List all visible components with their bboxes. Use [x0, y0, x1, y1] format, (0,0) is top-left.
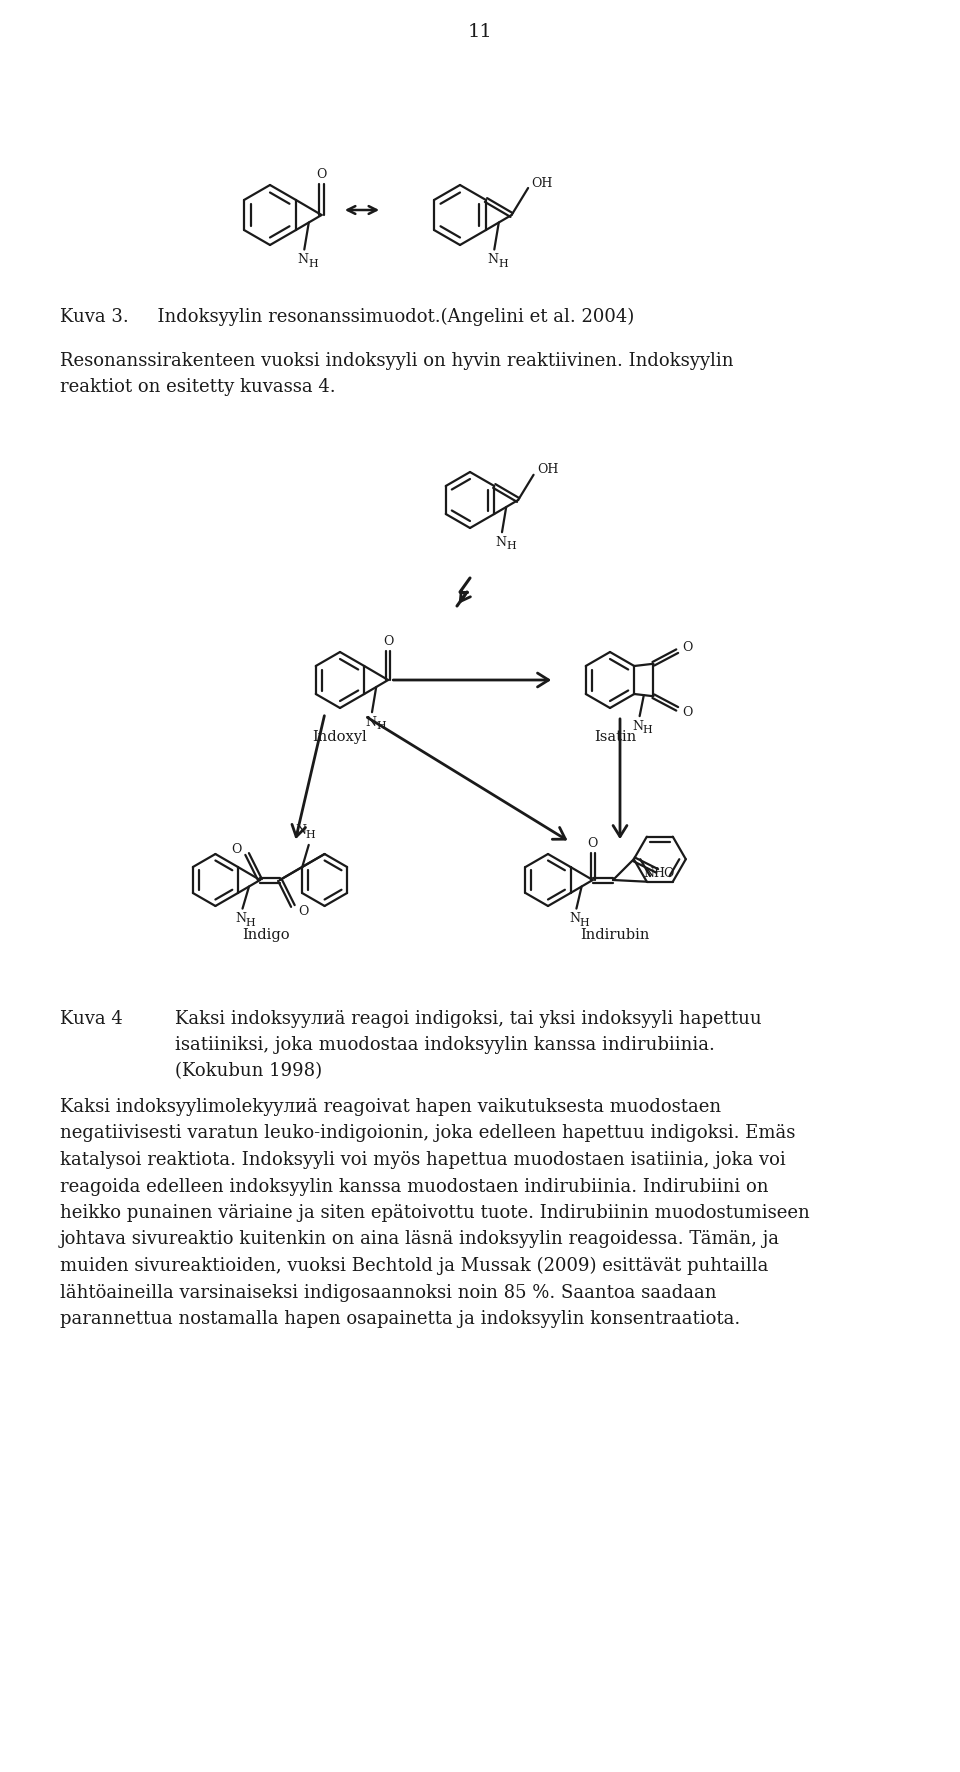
Text: Indirubin: Indirubin: [580, 929, 649, 943]
Text: OH: OH: [532, 177, 553, 190]
Text: N: N: [366, 716, 376, 728]
Text: NH: NH: [643, 867, 665, 879]
Text: Kuva 4: Kuva 4: [60, 1010, 123, 1028]
Text: H: H: [580, 918, 589, 927]
Text: reagoida edelleen indoksyylin kanssa muodostaen indirubiinia. Indirubiini on: reagoida edelleen indoksyylin kanssa muo…: [60, 1178, 769, 1196]
Text: heikko punainen väriaine ja siten epätoivottu tuote. Indirubiinin muodostumiseen: heikko punainen väriaine ja siten epätoi…: [60, 1203, 809, 1223]
Text: Kaksi indoksyyлиä reagoi indigoksi, tai yksi indoksyyli hapettuu: Kaksi indoksyyлиä reagoi indigoksi, tai …: [175, 1010, 761, 1028]
Text: H: H: [246, 918, 255, 927]
Text: N: N: [569, 913, 580, 925]
Text: H: H: [643, 725, 653, 735]
Text: O: O: [231, 842, 241, 856]
Text: Kaksi indoksyylimolekyyлиä reagoivat hapen vaikutuksesta muodostaen: Kaksi indoksyylimolekyyлиä reagoivat hap…: [60, 1099, 721, 1116]
Text: O: O: [299, 904, 309, 918]
Text: reaktiot on esitetty kuvassa 4.: reaktiot on esitetty kuvassa 4.: [60, 377, 336, 395]
Text: H: H: [506, 540, 516, 551]
Text: N: N: [495, 535, 507, 549]
Text: H: H: [306, 829, 316, 840]
Text: O: O: [588, 836, 598, 851]
Text: negatiivisesti varatun leuko-indigoionin, joka edelleen hapettuu indigoksi. Emäs: negatiivisesti varatun leuko-indigoionin…: [60, 1125, 796, 1143]
Text: Indoxyl: Indoxyl: [312, 730, 367, 744]
Text: Isatin: Isatin: [594, 730, 636, 744]
Text: 11: 11: [468, 23, 492, 41]
Text: N: N: [488, 253, 499, 266]
Text: katalysoi reaktiota. Indoksyyli voi myös hapettua muodostaen isatiinia, joka voi: katalysoi reaktiota. Indoksyyli voi myös…: [60, 1152, 785, 1170]
Text: lähtöaineilla varsinaiseksi indigosaannoksi noin 85 %. Saantoa saadaan: lähtöaineilla varsinaiseksi indigosaanno…: [60, 1283, 716, 1301]
Text: (Kokubun 1998): (Kokubun 1998): [175, 1061, 323, 1079]
Text: N: N: [235, 913, 246, 925]
Text: Indigo: Indigo: [242, 929, 290, 943]
Text: parannettua nostamalla hapen osapainetta ja indoksyylin konsentraatiota.: parannettua nostamalla hapen osapainetta…: [60, 1310, 740, 1327]
Text: Kuva 3.     Indoksyylin resonanssimuodot.(Angelini et al. 2004): Kuva 3. Indoksyylin resonanssimuodot.(An…: [60, 308, 635, 326]
Text: Resonanssirakenteen vuoksi indoksyyli on hyvin reaktiivinen. Indoksyylin: Resonanssirakenteen vuoksi indoksyyli on…: [60, 353, 733, 370]
Text: O: O: [663, 868, 673, 881]
Text: N: N: [632, 719, 643, 732]
Text: O: O: [682, 641, 692, 654]
Text: O: O: [383, 634, 394, 649]
Text: OH: OH: [537, 462, 559, 477]
Text: johtava sivureaktio kuitenkin on aina läsnä indoksyylin reagoidessa. Tämän, ja: johtava sivureaktio kuitenkin on aina lä…: [60, 1230, 780, 1249]
Text: O: O: [317, 168, 326, 181]
Text: H: H: [498, 259, 508, 269]
Text: isatiiniksi, joka muodostaa indoksyylin kanssa indirubiinia.: isatiiniksi, joka muodostaa indoksyylin …: [175, 1037, 715, 1054]
Text: O: O: [682, 707, 692, 719]
Text: H: H: [376, 721, 386, 732]
Text: H: H: [308, 259, 318, 269]
Text: N: N: [298, 253, 309, 266]
Text: N: N: [296, 824, 306, 838]
Text: muiden sivureaktioiden, vuoksi Bechtold ja Mussak (2009) esittävät puhtailla: muiden sivureaktioiden, vuoksi Bechtold …: [60, 1256, 768, 1276]
